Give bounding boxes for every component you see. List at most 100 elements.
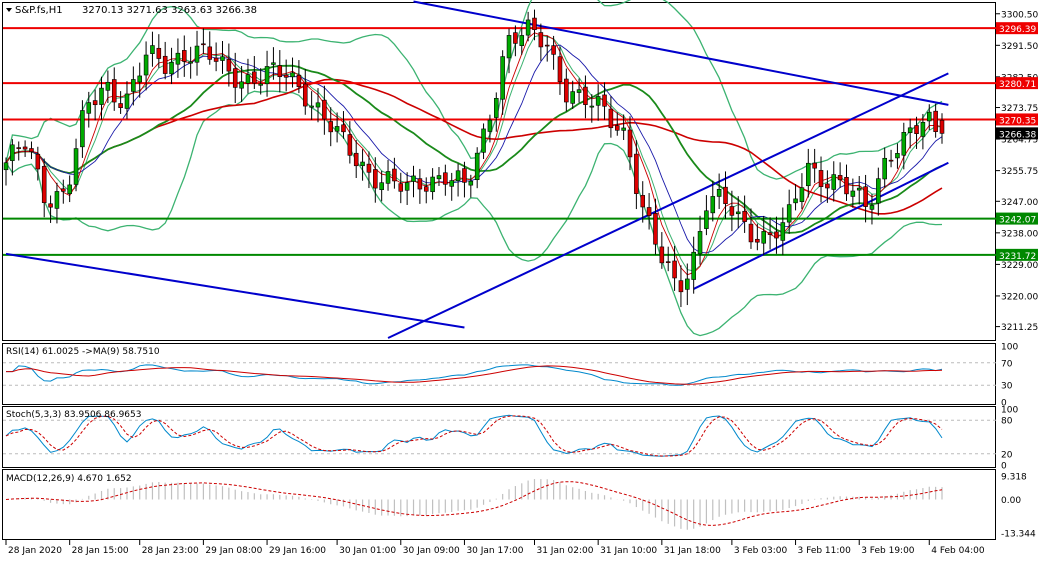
price-tick-label: 3238.00 — [1001, 229, 1038, 239]
candle-bear — [767, 232, 773, 235]
candle-bear — [443, 172, 448, 185]
candle-bear — [513, 32, 518, 44]
candle-bull — [3, 162, 9, 171]
time-tick-label: 28 Jan 23:00 — [142, 546, 199, 556]
candle-bull — [264, 66, 270, 85]
rsi-tick-label: 70 — [1001, 359, 1013, 369]
stoch-panel-frame — [2, 406, 996, 468]
candle-bear — [302, 83, 308, 107]
candle-bear — [602, 94, 607, 107]
candle-bear — [774, 231, 779, 239]
candle-bear — [277, 65, 283, 78]
candle-bull — [10, 144, 15, 161]
bollinger-lower-line — [5, 90, 943, 337]
candle-bear — [398, 183, 404, 192]
candle-bear — [608, 108, 614, 129]
price-tag-label: 3231.72 — [999, 252, 1036, 262]
price-tick-label: 3300.50 — [1001, 10, 1038, 20]
time-tick-label: 3 Feb 11:00 — [798, 546, 852, 556]
candle-bear — [207, 46, 213, 60]
time-tick-label: 29 Jan 08:00 — [205, 546, 262, 556]
price-tick-label: 3211.25 — [1001, 323, 1038, 333]
rsi-line — [6, 364, 943, 386]
candle-bear — [544, 44, 550, 47]
candle-bear — [48, 203, 53, 208]
candle-bear — [226, 58, 232, 72]
candle-bull — [525, 19, 531, 36]
candle-bull — [131, 79, 136, 92]
candle-bull — [735, 211, 741, 215]
candle-bear — [462, 168, 467, 183]
candle-bull — [67, 184, 72, 195]
channel-upper-trendline — [413, 0, 949, 106]
candle-bull — [169, 62, 174, 75]
macd-tick-label: 0.00 — [1001, 496, 1021, 506]
candle-bear — [213, 57, 219, 62]
candle-bull — [576, 89, 582, 93]
candle-bear — [914, 125, 919, 134]
candle-bull — [137, 75, 142, 83]
candle-bear — [111, 79, 117, 103]
candle-bear — [557, 56, 563, 83]
candle-bear — [322, 99, 327, 120]
candle-bear — [296, 74, 302, 88]
candle-bear — [627, 129, 633, 158]
uptrend-upper-line — [387, 72, 949, 339]
ma-mid-line — [5, 64, 943, 234]
time-tick-label: 29 Jan 16:00 — [269, 546, 326, 556]
candle-bear — [614, 125, 620, 131]
candle-bull — [793, 198, 798, 204]
stoch-tick-label: 100 — [1001, 406, 1018, 416]
candle-bear — [646, 207, 652, 217]
time-tick-label: 31 Jan 18:00 — [664, 546, 721, 556]
price-panel-frame — [2, 2, 996, 341]
stoch-tick-label: 0 — [1001, 462, 1007, 472]
candle-bear — [366, 163, 372, 173]
candle-bull — [309, 105, 314, 108]
stoch-label: Stoch(5,3,3) 83.9506 86.9653 — [6, 410, 141, 420]
price-levels-layer — [3, 27, 996, 256]
symbol-label: S&P.fs,H1 — [15, 5, 63, 16]
candle-bull — [621, 127, 626, 131]
candle-bull — [901, 131, 907, 156]
candle-bear — [252, 71, 257, 84]
candle-bear — [653, 213, 658, 245]
candle-bear — [201, 43, 206, 46]
candle-bull — [926, 111, 932, 122]
candle-bull — [481, 128, 486, 153]
stoch-main-line — [5, 414, 943, 457]
candle-bull — [710, 196, 716, 214]
candle-bear — [678, 280, 684, 293]
ma-slow-line — [5, 78, 943, 215]
candle-bear — [665, 261, 671, 263]
candle-bear — [41, 166, 47, 203]
candle-bear — [232, 68, 238, 88]
uptrend-lower-line — [693, 161, 949, 290]
price-tag-current — [996, 127, 1038, 140]
price-tick-label: 3229.00 — [1001, 261, 1038, 271]
candle-bear — [423, 186, 429, 192]
price-tag-support — [996, 248, 1038, 261]
candle-bull — [685, 278, 690, 290]
candle-bear — [837, 175, 843, 181]
candle-bull — [73, 148, 79, 185]
candle-bull — [761, 231, 766, 244]
candle-bear — [755, 238, 760, 243]
bollinger-upper-line — [5, 0, 943, 180]
candle-bull — [315, 102, 321, 108]
time-tick-label: 31 Jan 10:00 — [600, 546, 657, 556]
candle-bull — [920, 121, 926, 137]
candle-bull — [850, 190, 856, 197]
rsi-tick-label: 100 — [1001, 343, 1018, 353]
candle-bull — [895, 153, 900, 159]
ma-short-line — [5, 32, 943, 276]
candles-layer — [3, 9, 945, 308]
price-tag-label: 3280.71 — [999, 80, 1036, 90]
macd-tick-label: 9.318 — [1001, 473, 1027, 483]
candle-bear — [156, 47, 162, 59]
candle-bear — [583, 86, 588, 105]
rsi-ma-line — [6, 365, 943, 385]
dropdown-triangle-icon[interactable] — [6, 8, 12, 12]
candle-bear — [939, 119, 945, 134]
